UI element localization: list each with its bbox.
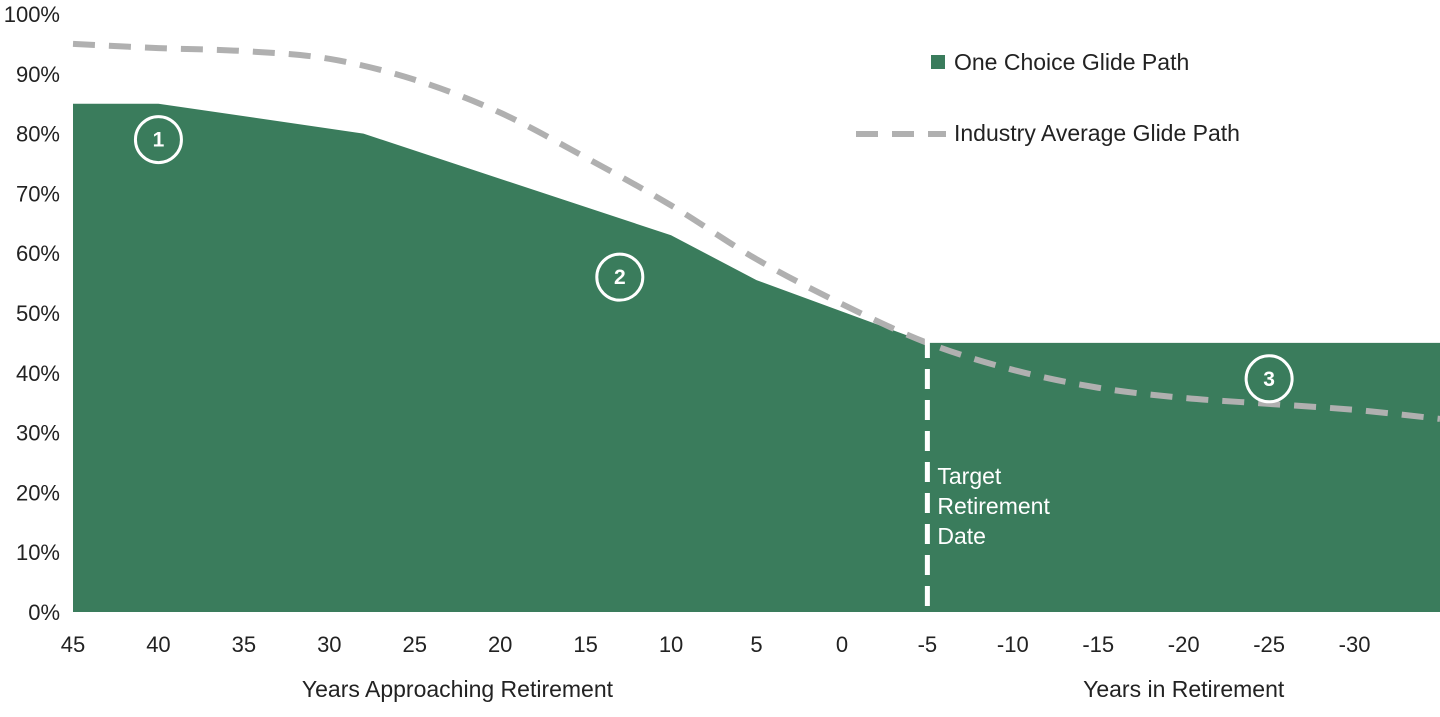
y-tick-label: 10% — [16, 540, 60, 565]
y-tick-label: 60% — [16, 241, 60, 266]
annotation-circle-3 — [1244, 354, 1294, 404]
x-tick-label: 45 — [61, 632, 85, 657]
target-retirement-date-label: Target — [937, 463, 1002, 489]
annotation-layer: 1 2 3 — [133, 115, 1294, 404]
annotation-number-1: 1 — [153, 129, 165, 152]
x-tick-label: 40 — [146, 632, 170, 657]
target-retirement-date-label: Retirement — [937, 493, 1050, 519]
y-tick-label: 90% — [16, 62, 60, 87]
x-tick-label: 30 — [317, 632, 341, 657]
annotation-number-3: 3 — [1263, 368, 1275, 391]
industry-average-glide-path-line — [72, 40, 1440, 422]
legend-label-one-choice: One Choice Glide Path — [954, 49, 1189, 75]
y-tick-label: 0% — [28, 600, 60, 625]
y-tick-label: 80% — [16, 122, 60, 147]
y-tick-label: 70% — [16, 181, 60, 206]
x-tick-label: 20 — [488, 632, 512, 657]
x-tick-label: 10 — [659, 632, 683, 657]
annotation-circle-1 — [133, 115, 183, 165]
x-tick-label: 15 — [573, 632, 597, 657]
target-retirement-date-label: Date — [937, 523, 986, 549]
legend-label-industry-average: Industry Average Glide Path — [954, 120, 1240, 146]
x-tick-label: -30 — [1339, 632, 1371, 657]
annotation-number-2: 2 — [614, 266, 626, 289]
x-tick-label: 0 — [836, 632, 848, 657]
x-axis-title-approaching: Years Approaching Retirement — [302, 676, 614, 702]
y-tick-label: 40% — [16, 361, 60, 386]
y-tick-label: 20% — [16, 480, 60, 505]
y-tick-label: 50% — [16, 301, 60, 326]
legend-swatch-one-choice — [931, 55, 945, 69]
x-axis-ticks: 45 40 35 30 25 20 15 10 5 0 -5 -10 -15 -20 -25 -30 — [61, 632, 1371, 657]
x-tick-label: -10 — [997, 632, 1029, 657]
x-tick-label: -25 — [1253, 632, 1285, 657]
y-tick-label: 30% — [16, 421, 60, 446]
x-tick-label: -15 — [1082, 632, 1114, 657]
annotation-circle-2 — [595, 252, 645, 302]
one-choice-glide-path-area — [73, 103, 1440, 612]
legend: One Choice Glide Path Industry Average Gl… — [856, 49, 1240, 146]
x-axis-titles: Years Approaching Retirement Years in Ret… — [302, 676, 1285, 702]
retirement-marker-layer: Target Retirement Date — [924, 338, 1050, 612]
y-tick-label: 100% — [4, 2, 60, 27]
y-axis-ticks: 0% 10% 20% 30% 40% 50% 60% 70% 80% 90% 100% — [4, 2, 60, 625]
x-tick-label: 5 — [750, 632, 762, 657]
one-choice-area-layer — [73, 103, 1440, 612]
industry-average-line-layer — [72, 40, 1440, 422]
x-tick-label: 25 — [403, 632, 427, 657]
x-tick-label: -5 — [918, 632, 938, 657]
x-tick-label: 35 — [232, 632, 256, 657]
x-axis-title-in-retirement: Years in Retirement — [1083, 676, 1285, 702]
x-tick-label: -20 — [1168, 632, 1200, 657]
